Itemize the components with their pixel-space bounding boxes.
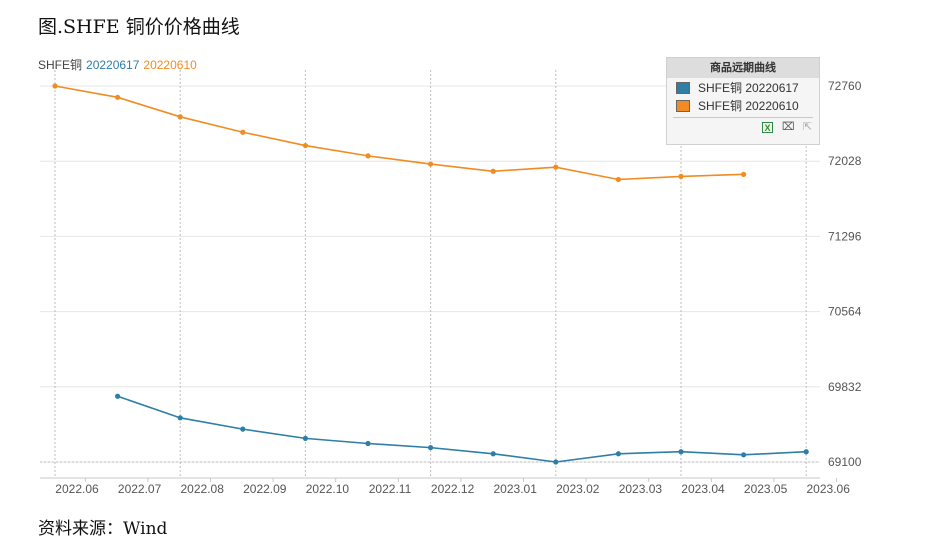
- excel-export-icon[interactable]: X: [762, 122, 773, 133]
- data-point[interactable]: [365, 440, 371, 447]
- legend-title: 商品远期曲线: [667, 58, 819, 78]
- legend-toolbar: X ⌧ ⇱: [667, 122, 813, 133]
- legend-label-series-1: SHFE铜 20220617: [698, 81, 799, 95]
- legend-divider: [673, 117, 813, 118]
- legend-swatch-series-2: [676, 99, 690, 112]
- y-tick-label: 69100: [828, 455, 862, 469]
- data-point[interactable]: [490, 451, 496, 457]
- x-tick-label: 2023.06: [807, 482, 851, 496]
- data-point[interactable]: [428, 445, 434, 451]
- data-point[interactable]: [741, 452, 747, 458]
- x-tick-label: 2022.07: [118, 482, 162, 496]
- data-point[interactable]: [302, 435, 308, 441]
- data-point[interactable]: [365, 153, 371, 159]
- data-point[interactable]: [115, 94, 121, 100]
- y-tick-label: 72028: [828, 154, 862, 168]
- data-point[interactable]: [678, 173, 684, 180]
- series-line-1: [117, 395, 807, 463]
- series-header-prefix: SHFE铜: [38, 58, 83, 72]
- x-tick-label: 2023.01: [494, 482, 538, 496]
- data-point[interactable]: [741, 171, 747, 177]
- x-tick-label: 2022.06: [55, 482, 99, 496]
- data-point[interactable]: [615, 176, 622, 183]
- series-header: SHFE铜 20220617 20220610: [38, 56, 201, 73]
- series-header-label-1: 20220617: [86, 58, 140, 72]
- series-header-label-2: 20220610: [143, 58, 197, 72]
- crop-icon[interactable]: ⌧: [782, 121, 795, 133]
- x-tick-label: 2023.05: [744, 482, 788, 496]
- x-tick-label: 2023.02: [556, 482, 600, 496]
- y-tick-label: 69832: [828, 380, 862, 394]
- y-tick-label: 70564: [828, 305, 862, 319]
- data-point[interactable]: [553, 164, 559, 170]
- legend-panel: 商品远期曲线 SHFE铜 20220617 SHFE铜 20220610 X ⌧…: [666, 57, 820, 145]
- figure-title: 图.SHFE 铜价价格曲线: [38, 16, 240, 38]
- reset-icon[interactable]: ⇱: [802, 121, 813, 133]
- legend-label-series-2: SHFE铜 20220610: [698, 99, 799, 113]
- legend-swatch-series-1: [676, 81, 690, 94]
- x-tick-label: 2023.04: [681, 482, 725, 496]
- y-tick-label: 71296: [828, 229, 862, 243]
- data-point[interactable]: [115, 393, 121, 399]
- x-tick-label: 2023.03: [619, 482, 663, 496]
- data-point[interactable]: [240, 129, 246, 135]
- x-tick-label: 2022.08: [181, 482, 225, 496]
- data-point[interactable]: [490, 168, 496, 174]
- x-tick-label: 2022.09: [243, 482, 287, 496]
- data-point[interactable]: [803, 449, 809, 455]
- legend-item-series-1[interactable]: SHFE铜 20220617: [676, 79, 819, 96]
- data-point[interactable]: [240, 426, 246, 432]
- series-line-2: [54, 85, 744, 181]
- data-point[interactable]: [177, 415, 183, 421]
- legend-item-series-2[interactable]: SHFE铜 20220610: [676, 97, 819, 114]
- data-point[interactable]: [428, 161, 434, 167]
- source-note: 资料来源：Wind: [38, 519, 168, 539]
- data-point[interactable]: [302, 142, 308, 149]
- x-tick-label: 2022.11: [369, 482, 412, 496]
- data-point[interactable]: [615, 451, 622, 457]
- data-point[interactable]: [678, 449, 684, 455]
- x-tick-label: 2022.12: [431, 482, 475, 496]
- data-point[interactable]: [52, 83, 58, 89]
- data-point[interactable]: [553, 459, 559, 465]
- axis-layer: 69100 69832 70564 71296 72028 72760 2022.06 202…: [40, 79, 862, 496]
- data-point[interactable]: [177, 114, 183, 120]
- y-tick-label: 72760: [828, 79, 862, 93]
- series-layer: [52, 83, 809, 465]
- x-tick-label: 2022.10: [306, 482, 350, 496]
